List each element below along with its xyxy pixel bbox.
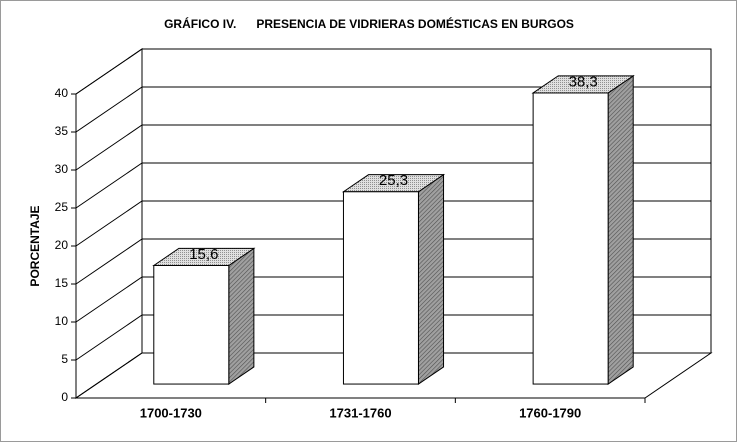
grid-line <box>75 276 711 323</box>
bar <box>153 264 230 385</box>
y-tick-label: 15 <box>55 276 69 290</box>
bar <box>342 191 419 385</box>
y-tick-label: 30 <box>55 162 69 176</box>
x-tick-label: 1700-1730 <box>140 405 202 420</box>
bar-side <box>417 173 445 385</box>
grid-line <box>75 86 711 133</box>
y-tick-label: 0 <box>61 390 68 404</box>
y-tick-label: 5 <box>61 352 68 366</box>
grid-line <box>75 352 711 399</box>
y-tick-label: 25 <box>55 200 69 214</box>
x-tick-label: 1760-1790 <box>519 405 581 420</box>
y-tick-label: 10 <box>55 314 69 328</box>
data-label: 25,3 <box>379 172 408 189</box>
data-label: 38,3 <box>569 73 598 90</box>
grid-line <box>75 124 711 171</box>
plot-area: 0 5 10 15 20 25 30 35 40 1700-1730 15,6 1731-1760 25… <box>55 48 713 420</box>
bar <box>532 92 609 385</box>
y-tick-label: 35 <box>55 124 69 138</box>
chart-title: GRÁFICO IV. PRESENCIA DE VIDRIERAS DOMÉS… <box>164 16 574 31</box>
y-tick-label: 40 <box>55 86 69 100</box>
grid-line <box>75 200 711 247</box>
grid-line <box>75 314 711 361</box>
y-axis-label: PORCENTAJE <box>28 205 42 286</box>
bar-side <box>607 74 634 385</box>
bar-side <box>228 247 255 385</box>
x-tick-label: 1731-1760 <box>329 405 391 420</box>
grid-line <box>75 48 711 95</box>
grid-line <box>75 162 711 209</box>
data-label: 15,6 <box>189 246 218 263</box>
y-tick-label: 20 <box>55 238 69 252</box>
grid-line <box>75 238 711 285</box>
